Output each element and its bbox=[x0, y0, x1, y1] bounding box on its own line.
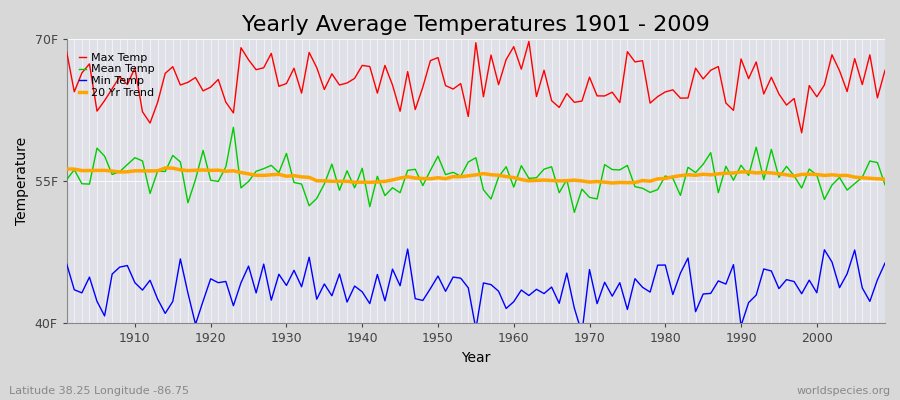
Max Temp bbox=[334, 83, 345, 88]
Max Temp bbox=[524, 39, 535, 44]
Min Temp bbox=[577, 331, 588, 336]
Line: Max Temp: Max Temp bbox=[67, 41, 885, 133]
20 Yr Trend bbox=[160, 166, 171, 170]
Y-axis label: Temperature: Temperature bbox=[15, 137, 29, 226]
Mean Temp bbox=[879, 182, 890, 187]
Mean Temp bbox=[61, 177, 72, 182]
Min Temp bbox=[516, 288, 526, 292]
Mean Temp bbox=[508, 185, 519, 190]
Max Temp bbox=[122, 82, 132, 87]
Max Temp bbox=[508, 44, 519, 49]
Text: worldspecies.org: worldspecies.org bbox=[796, 386, 891, 396]
20 Yr Trend bbox=[516, 177, 526, 182]
20 Yr Trend bbox=[508, 175, 519, 180]
Max Temp bbox=[879, 68, 890, 73]
Min Temp bbox=[122, 263, 132, 268]
Mean Temp bbox=[228, 125, 238, 130]
Min Temp bbox=[289, 268, 300, 273]
Mean Temp bbox=[569, 210, 580, 215]
20 Yr Trend bbox=[342, 179, 353, 184]
Mean Temp bbox=[516, 163, 526, 168]
20 Yr Trend bbox=[879, 177, 890, 182]
Max Temp bbox=[289, 66, 300, 71]
Min Temp bbox=[402, 247, 413, 252]
Legend: Max Temp, Mean Temp, Min Temp, 20 Yr Trend: Max Temp, Mean Temp, Min Temp, 20 Yr Tre… bbox=[76, 50, 157, 100]
Min Temp bbox=[61, 262, 72, 266]
Max Temp bbox=[607, 90, 617, 94]
20 Yr Trend bbox=[296, 174, 307, 179]
20 Yr Trend bbox=[607, 181, 617, 186]
Mean Temp bbox=[615, 168, 626, 172]
Line: Min Temp: Min Temp bbox=[67, 249, 885, 333]
20 Yr Trend bbox=[615, 180, 626, 185]
Max Temp bbox=[61, 50, 72, 54]
Min Temp bbox=[615, 280, 626, 285]
Max Temp bbox=[796, 130, 807, 135]
Text: Latitude 38.25 Longitude -86.75: Latitude 38.25 Longitude -86.75 bbox=[9, 386, 189, 396]
20 Yr Trend bbox=[61, 166, 72, 171]
Mean Temp bbox=[296, 182, 307, 186]
20 Yr Trend bbox=[122, 169, 132, 174]
Mean Temp bbox=[122, 162, 132, 167]
Mean Temp bbox=[342, 168, 353, 173]
X-axis label: Year: Year bbox=[461, 351, 491, 365]
Line: Mean Temp: Mean Temp bbox=[67, 127, 885, 212]
Min Temp bbox=[879, 261, 890, 266]
Min Temp bbox=[508, 299, 519, 304]
Line: 20 Yr Trend: 20 Yr Trend bbox=[67, 168, 885, 183]
Title: Yearly Average Temperatures 1901 - 2009: Yearly Average Temperatures 1901 - 2009 bbox=[242, 15, 710, 35]
Max Temp bbox=[500, 57, 511, 62]
Min Temp bbox=[334, 272, 345, 276]
